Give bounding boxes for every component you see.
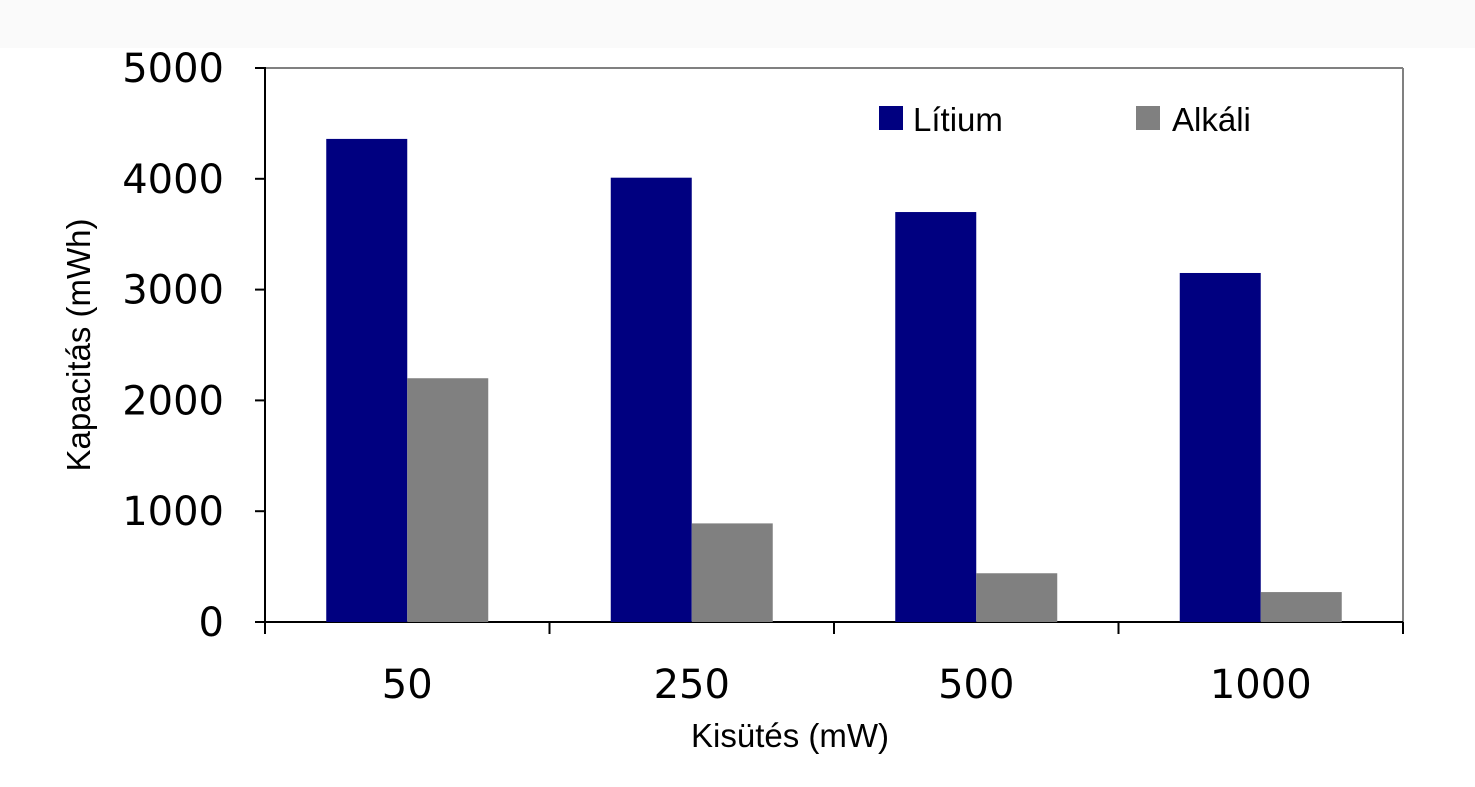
bar-litium-250 xyxy=(610,177,692,622)
bar-litium-50 xyxy=(326,138,408,623)
bars xyxy=(326,138,1342,623)
legend-swatch-alkali xyxy=(1136,106,1160,130)
y-tick-label: 1000 xyxy=(122,489,224,535)
y-axis-title: Kapacitás (mWh) xyxy=(60,218,97,471)
bar-litium-1000 xyxy=(1179,272,1261,622)
y-tick-label: 0 xyxy=(199,600,224,646)
bar-litium-500 xyxy=(895,212,977,623)
bar-alkali-250 xyxy=(691,523,773,622)
legend-label-alkali: Alkáli xyxy=(1172,101,1251,138)
x-axis: 50 250 500 1000 xyxy=(264,622,1404,708)
top-band xyxy=(0,0,1475,48)
y-tick-label: 2000 xyxy=(122,378,224,424)
x-tick-label: 250 xyxy=(654,662,730,708)
bar-alkali-1000 xyxy=(1260,592,1342,622)
y-tick-label: 3000 xyxy=(122,268,224,314)
legend-label-litium: Lítium xyxy=(913,101,1003,138)
bar-alkali-500 xyxy=(976,573,1058,622)
x-tick-label: 1000 xyxy=(1210,662,1312,708)
x-tick-label: 50 xyxy=(382,662,433,708)
y-tick-label: 4000 xyxy=(122,157,224,203)
bar-alkali-50 xyxy=(407,378,489,622)
y-tick-label: 5000 xyxy=(122,46,224,92)
y-axis: 0 1000 2000 3000 4000 5000 xyxy=(122,46,265,646)
x-axis-title: Kisütés (mW) xyxy=(691,717,889,754)
x-tick-label: 500 xyxy=(938,662,1014,708)
legend-swatch-litium xyxy=(879,106,903,130)
legend: Lítium Alkáli xyxy=(879,101,1251,138)
